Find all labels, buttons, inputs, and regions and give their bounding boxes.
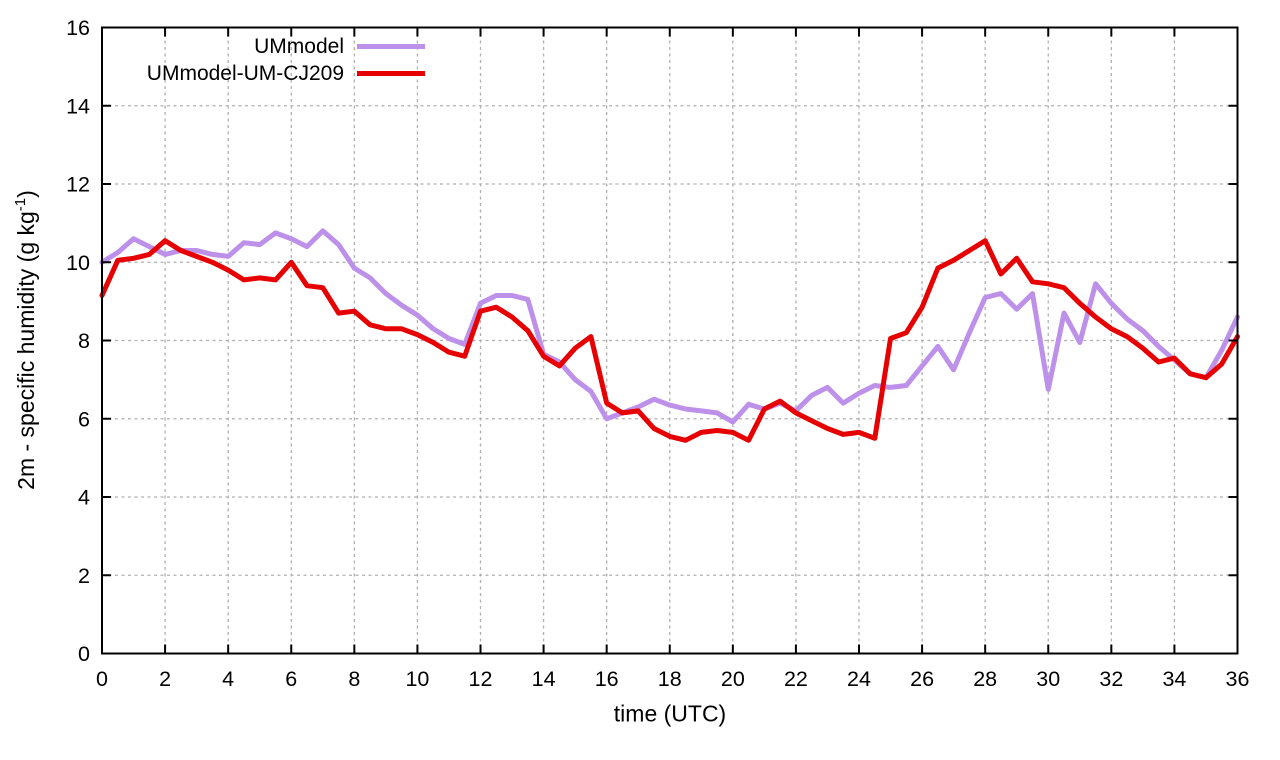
x-tick-labels: 0 2 4 6 8 10 12 14 16 18 20 22 24 26 28 30 32 34 36 bbox=[96, 667, 1249, 691]
legend-line-swatch-ummodel bbox=[357, 44, 425, 49]
svg-text:2: 2 bbox=[78, 564, 90, 588]
svg-text:32: 32 bbox=[1099, 667, 1123, 691]
legend-label-ummodel: UMmodel bbox=[254, 35, 344, 58]
svg-text:12: 12 bbox=[469, 667, 493, 691]
y-tick-labels: 0 2 4 6 8 10 12 14 16 bbox=[66, 16, 90, 666]
y-axis-title-end: ) bbox=[12, 190, 39, 198]
legend-item-ummodel: UMmodel bbox=[100, 33, 425, 60]
series-line-ummodel-um-cj209 bbox=[99, 238, 1240, 443]
svg-text:30: 30 bbox=[1036, 667, 1060, 691]
svg-text:18: 18 bbox=[658, 667, 682, 691]
series-line-ummodel bbox=[99, 228, 1240, 425]
svg-text:22: 22 bbox=[784, 667, 808, 691]
svg-text:12: 12 bbox=[66, 173, 90, 197]
svg-text:24: 24 bbox=[847, 667, 871, 691]
svg-text:6: 6 bbox=[285, 667, 297, 691]
legend: UMmodel UMmodel-UM-CJ209 bbox=[100, 33, 425, 87]
svg-text:10: 10 bbox=[405, 667, 429, 691]
y-axis-title: 2m - specific humidity (g kg-1) bbox=[12, 190, 40, 490]
svg-text:6: 6 bbox=[78, 407, 90, 431]
svg-text:26: 26 bbox=[910, 667, 934, 691]
svg-text:2: 2 bbox=[159, 667, 171, 691]
svg-text:4: 4 bbox=[222, 667, 234, 691]
axis-ticks bbox=[101, 26, 1239, 655]
legend-item-ummodel-um-cj209: UMmodel-UM-CJ209 bbox=[100, 60, 425, 87]
gridlines bbox=[102, 27, 1238, 654]
legend-label-ummodel-um-cj209: UMmodel-UM-CJ209 bbox=[146, 62, 344, 85]
y-axis-title-superscript: -1 bbox=[12, 197, 30, 212]
svg-text:4: 4 bbox=[78, 486, 90, 510]
svg-text:10: 10 bbox=[66, 251, 90, 275]
svg-text:16: 16 bbox=[595, 667, 619, 691]
x-axis-title: time (UTC) bbox=[613, 700, 727, 727]
svg-text:0: 0 bbox=[78, 642, 90, 666]
svg-text:20: 20 bbox=[721, 667, 745, 691]
svg-text:36: 36 bbox=[1226, 667, 1250, 691]
svg-text:14: 14 bbox=[532, 667, 556, 691]
svg-text:14: 14 bbox=[66, 94, 90, 118]
y-axis-title-main: 2m - specific humidity (g kg bbox=[12, 211, 39, 490]
svg-text:8: 8 bbox=[348, 667, 360, 691]
svg-text:16: 16 bbox=[66, 16, 90, 40]
svg-text:28: 28 bbox=[973, 667, 997, 691]
svg-text:34: 34 bbox=[1162, 667, 1186, 691]
svg-text:0: 0 bbox=[96, 667, 108, 691]
svg-text:8: 8 bbox=[78, 329, 90, 353]
legend-line-swatch-ummodel-um-cj209 bbox=[357, 71, 425, 76]
